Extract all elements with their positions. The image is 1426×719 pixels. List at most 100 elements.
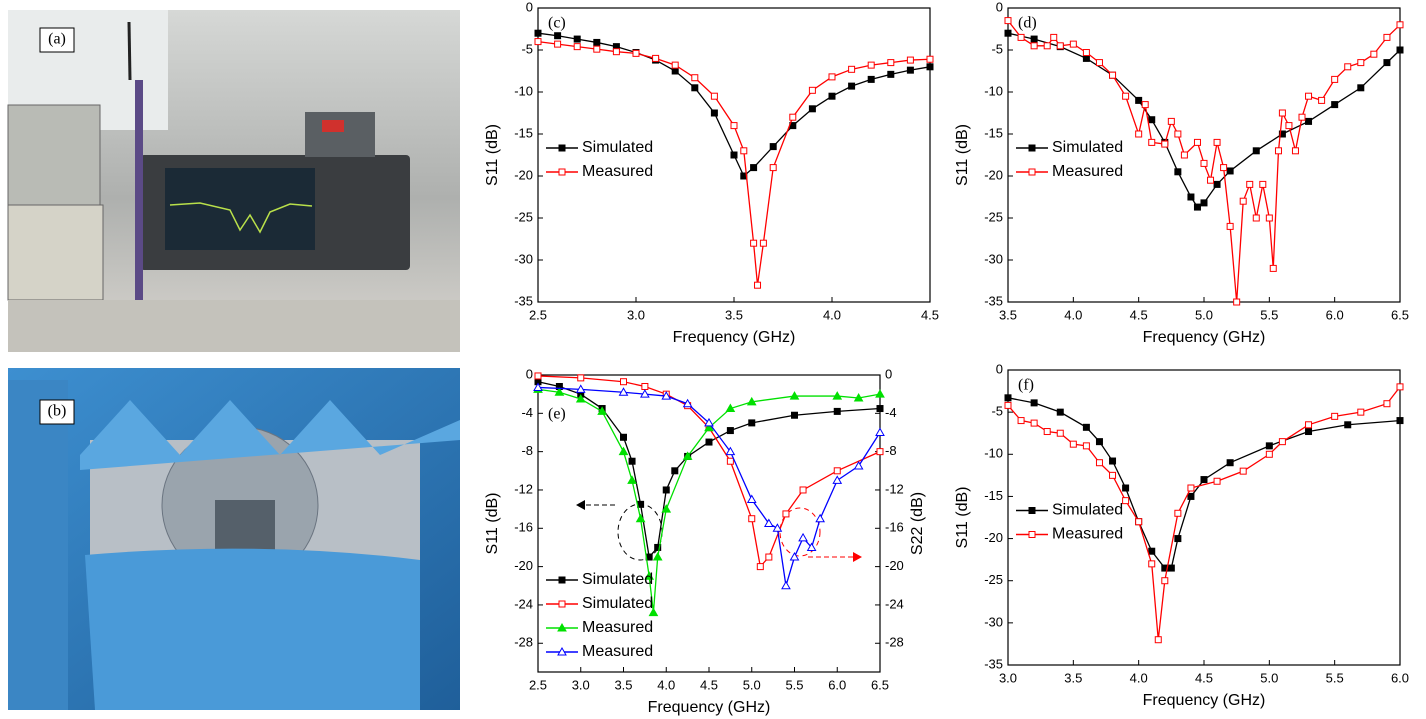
marker (754, 281, 762, 289)
marker (1148, 138, 1156, 146)
marker (1167, 117, 1175, 125)
legend-marker (1028, 507, 1036, 514)
x-axis-label: Frequency (GHz) (1143, 692, 1266, 709)
legend-marker (1028, 144, 1036, 152)
y-tick-label: -25 (514, 209, 533, 224)
y2-tick-label: -20 (885, 558, 904, 573)
y-tick-label: -4 (521, 405, 533, 420)
marker (853, 461, 864, 470)
y-tick-label: -25 (984, 572, 1003, 587)
panel-label: (e) (548, 406, 566, 423)
y-axis-label: S11 (dB) (484, 124, 501, 186)
marker (1207, 176, 1215, 184)
marker (1344, 421, 1352, 429)
marker (573, 43, 581, 51)
panel-label: (b) (48, 403, 67, 420)
marker (1357, 84, 1365, 92)
marker (1383, 400, 1391, 408)
marker (1239, 467, 1247, 475)
marker (1174, 509, 1182, 517)
y-tick-label: -30 (984, 251, 1003, 266)
marker (652, 552, 663, 561)
legend-marker (558, 168, 566, 176)
marker (662, 486, 670, 494)
marker (573, 35, 581, 43)
y-tick-label: -5 (521, 41, 533, 56)
marker (671, 61, 679, 69)
panel-label: (a) (48, 31, 66, 48)
y-tick-label: -15 (984, 125, 1003, 140)
y2-tick-label: -12 (885, 481, 904, 496)
marker (887, 59, 895, 67)
marker (1193, 138, 1201, 146)
marker (1357, 59, 1365, 67)
x-tick-label: 4.0 (1064, 307, 1082, 322)
label-box (39, 27, 75, 53)
x-tick-label: 4.5 (1195, 670, 1213, 685)
x-tick-label: 4.0 (823, 307, 841, 322)
marker (1082, 49, 1090, 57)
marker (1200, 159, 1208, 167)
marker (926, 63, 934, 71)
marker (740, 147, 748, 155)
marker (597, 406, 607, 415)
y2-tick-label: -4 (885, 405, 897, 420)
marker (1305, 421, 1313, 429)
marker (652, 54, 660, 62)
marker (789, 391, 800, 400)
panel-label: (d) (1018, 15, 1037, 32)
marker (1193, 203, 1201, 211)
marker (704, 417, 714, 427)
y-tick-label: -30 (984, 614, 1003, 629)
marker (1396, 21, 1404, 29)
marker (1030, 42, 1038, 50)
marker (1095, 438, 1103, 446)
marker (1305, 428, 1313, 436)
marker (635, 513, 646, 523)
marker (1285, 122, 1293, 130)
marker (661, 391, 672, 400)
marker (1259, 180, 1267, 188)
marker (1187, 193, 1195, 201)
marker (682, 451, 693, 460)
marker (554, 32, 562, 40)
x-tick-label: 4.5 (921, 307, 939, 322)
y-tick-label: -25 (984, 209, 1003, 224)
y2-tick-label: -28 (885, 635, 904, 650)
marker (875, 427, 885, 436)
marker (789, 552, 800, 561)
marker (726, 427, 734, 435)
marker (644, 571, 655, 580)
marker (759, 239, 767, 247)
y-tick-label: -35 (514, 293, 533, 308)
legend-label: Simulated (1052, 139, 1123, 156)
marker (554, 40, 562, 48)
marker (627, 475, 637, 484)
marker (1069, 440, 1077, 448)
marker (906, 56, 914, 64)
legend-label: Measured (582, 643, 653, 660)
marker (1357, 408, 1365, 416)
marker (1383, 33, 1391, 41)
marker (534, 29, 542, 37)
marker (791, 411, 798, 419)
marker (1030, 35, 1038, 43)
marker (789, 113, 797, 121)
marker (833, 467, 841, 475)
marker (750, 164, 758, 172)
legend-marker (558, 600, 566, 608)
marker (748, 515, 756, 523)
marker (725, 446, 736, 456)
marker (746, 494, 757, 504)
marker (1004, 394, 1012, 402)
marker (798, 532, 808, 542)
marker (832, 391, 843, 400)
y-tick-label: -10 (514, 83, 533, 98)
y-tick-label: -10 (984, 83, 1003, 98)
y-tick-label: -8 (521, 443, 533, 458)
marker (534, 38, 542, 46)
marker (808, 86, 816, 94)
marker (1383, 59, 1391, 67)
marker (828, 92, 836, 100)
